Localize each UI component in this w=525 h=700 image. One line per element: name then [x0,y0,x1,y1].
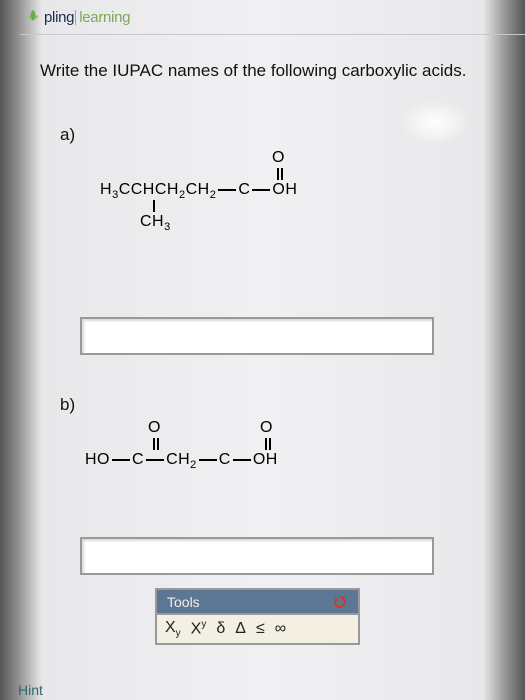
struct-a-oxygen: O [272,149,285,167]
tools-label: Tools [167,594,200,610]
txt: CH [186,181,210,198]
leaf-icon [24,8,42,26]
tool-lte[interactable]: ≤ [256,620,265,638]
txt: H [100,181,112,198]
sub: 2 [190,459,197,471]
tool-superscript[interactable]: Xy [191,619,207,638]
txt: OH [272,181,297,198]
txt: X [165,619,176,636]
brand-suffix: learning [79,9,130,26]
tool-delta-uc[interactable]: Δ [235,620,246,638]
tool-infinity[interactable]: ∞ [275,620,286,638]
brand-divider [75,10,76,25]
tool-subscript[interactable]: Xy [165,619,181,639]
sup: y [201,619,206,630]
txt: C [219,451,231,468]
page-root: pling learning Write the IUPAC names of … [0,0,525,700]
tools-body: Xy Xy δ Δ ≤ ∞ [155,613,360,645]
struct-a-main: H3CCHCH2CH2COH [100,181,297,199]
txt: HO [85,451,110,468]
txt: C [132,451,144,468]
bond [146,459,164,461]
answer-input-a[interactable] [80,317,434,355]
sub: y [176,628,181,639]
part-b-label: b) [60,395,485,415]
tools-panel: Tools Xy Xy δ Δ ≤ ∞ [155,588,360,645]
bond [199,459,217,461]
bond [218,189,236,191]
hint-link[interactable]: Hint [18,680,43,700]
part-a-label: a) [60,125,485,145]
tools-tab: Tools [155,588,360,613]
tool-delta-lc[interactable]: δ [216,620,225,638]
answer-input-b[interactable] [80,537,434,575]
struct-b-oxygen-left: O [148,419,161,437]
bond [233,459,251,461]
part-b: b) O O HO C CH2 C OH Tools [60,395,485,645]
struct-b-main: HO C CH2 C OH [85,451,278,469]
txt: OH [253,451,278,468]
refresh-icon[interactable] [332,594,348,610]
structure-b: O O HOCCH2COH [75,423,485,513]
struct-b-oxygen-right: O [260,419,273,437]
brand-bar: pling learning [20,0,525,35]
sub: 3 [164,221,171,233]
sub: 2 [179,189,186,201]
txt: C [238,181,250,198]
structure-a: O H3CCHCH2CH2COH CH3 [90,153,485,243]
txt: X [191,621,202,638]
brand-prefix: pling [44,9,74,26]
question-text: Write the IUPAC names of the following c… [40,60,495,83]
sub: 2 [210,189,217,201]
txt: CCHCH [119,181,179,198]
sub: 3 [112,189,119,201]
txt: CH [166,451,190,468]
bond [252,189,270,191]
txt: CH [140,213,164,230]
struct-a-branch: CH3 [140,213,171,231]
bond [112,459,130,461]
part-a: a) O H3CCHCH2CH2COH CH3 [60,125,485,355]
